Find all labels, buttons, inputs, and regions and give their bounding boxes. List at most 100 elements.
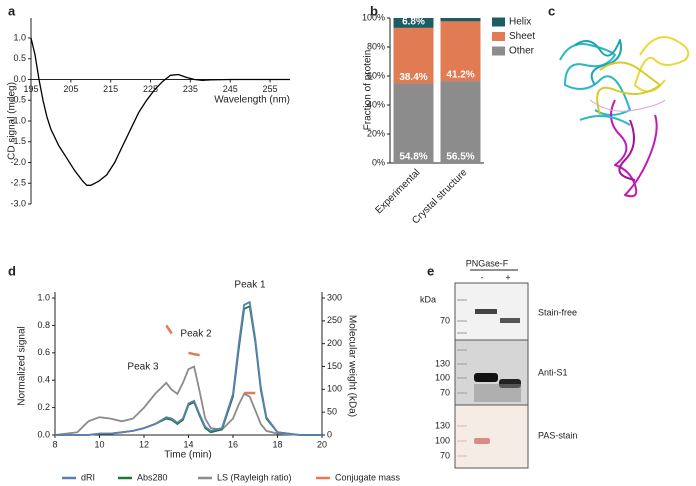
lane-label: - xyxy=(481,272,484,282)
value-label: 54.8% xyxy=(399,152,427,163)
y-tick-label: -1.0 xyxy=(10,115,26,125)
marker-label: 100 xyxy=(435,372,450,382)
band xyxy=(475,309,497,314)
gel-unit: kDa xyxy=(420,294,436,304)
x-tick-label: 20 xyxy=(317,439,327,449)
marker-label: 70 xyxy=(440,450,450,460)
y-tick-label: 60% xyxy=(367,70,385,80)
legend-label: Helix xyxy=(509,17,531,28)
y-tick-label: -2.0 xyxy=(10,157,26,167)
legend-label: dRI xyxy=(81,472,95,482)
bar-segment xyxy=(393,27,434,84)
y-tick-label: -0.5 xyxy=(10,95,26,105)
lane-label: + xyxy=(505,272,510,282)
x-tick-label: 215 xyxy=(103,84,118,94)
x-tick-label: 205 xyxy=(63,84,78,94)
x-axis-label: Wavelength (nm) xyxy=(214,95,290,106)
y-tick-label: 0.4 xyxy=(37,375,50,385)
x-tick-label: 12 xyxy=(139,439,149,449)
x-tick-label: 8 xyxy=(52,439,57,449)
x-tick-label: 255 xyxy=(263,84,278,94)
band xyxy=(500,318,520,323)
y-tick-label: 0.0 xyxy=(13,74,26,84)
legend-label: LS (Rayleigh ratio) xyxy=(217,472,292,482)
band xyxy=(474,373,498,382)
y-tick-label: 0.6 xyxy=(37,347,50,357)
blot-label: PAS-stain xyxy=(538,430,577,440)
x-tick-label: 245 xyxy=(223,84,238,94)
line xyxy=(165,324,256,395)
gel-enzyme: PNGase-F xyxy=(466,258,509,268)
legend-label: Conjugate mass xyxy=(335,472,401,482)
y-tick-label: 40% xyxy=(367,99,385,109)
legend-label: Sheet xyxy=(509,31,535,42)
y-tick-label: 0.2 xyxy=(37,402,50,412)
marker-label: 100 xyxy=(435,435,450,445)
value-label: 41.2% xyxy=(446,70,474,81)
y2-tick-label: 50 xyxy=(327,407,337,417)
marker-label: 130 xyxy=(435,420,450,430)
value-label: 38.4% xyxy=(399,72,427,83)
y2-tick-label: 0 xyxy=(327,429,332,439)
marker-label: 70 xyxy=(440,315,450,325)
y-tick-label: 80% xyxy=(367,41,385,51)
x-tick-label: 235 xyxy=(183,84,198,94)
annotation: Peak 2 xyxy=(180,329,212,340)
value-label: 56.5% xyxy=(446,152,474,163)
bar-segment xyxy=(393,83,434,163)
smear xyxy=(474,384,521,402)
x-tick-label: 10 xyxy=(94,439,104,449)
y-tick-label: 0.0 xyxy=(37,429,50,439)
protein-structure xyxy=(559,36,690,198)
line xyxy=(55,300,322,436)
bar-segment xyxy=(440,21,481,82)
bar-segment xyxy=(440,81,481,163)
blot xyxy=(454,404,529,469)
gel: PNGase-F - + kDa Stain-free Anti-S1 PAS-… xyxy=(420,258,577,469)
line xyxy=(54,365,322,436)
y-axis-label: Normalized signal xyxy=(17,326,28,405)
marker-label: 70 xyxy=(440,387,450,397)
y-tick-label: -2.5 xyxy=(10,178,26,188)
marker-label: 130 xyxy=(435,358,450,368)
panel-label: c xyxy=(548,3,555,18)
y-tick-label: -3.0 xyxy=(10,198,26,208)
line xyxy=(30,37,290,186)
x-tick-label: 16 xyxy=(228,439,238,449)
value-label: 2.3% xyxy=(449,10,472,21)
y-tick-label: 0.5 xyxy=(13,53,26,63)
x-tick-label: 195 xyxy=(23,84,38,94)
y-tick-label: 1.0 xyxy=(37,292,50,302)
x-tick-label: 18 xyxy=(272,439,282,449)
y-tick-label: 1.0 xyxy=(13,32,26,42)
panel-label: d xyxy=(8,263,16,278)
blot-label: Anti-S1 xyxy=(538,367,568,377)
x-tick-label: 14 xyxy=(183,439,193,449)
y2-tick-label: 100 xyxy=(327,384,342,394)
y2-axis-label: Molecular weight (kDa) xyxy=(346,315,357,417)
panel-label: e xyxy=(427,263,434,278)
x-tick-label: 225 xyxy=(143,84,158,94)
x-axis-label: Time (min) xyxy=(164,450,211,461)
band xyxy=(474,438,490,444)
y-tick-label: 100% xyxy=(362,12,385,22)
y2-tick-label: 250 xyxy=(327,315,342,325)
value-label: 6.8% xyxy=(402,17,425,28)
y-tick-label: -1.5 xyxy=(10,136,26,146)
legend-label: Other xyxy=(509,46,535,57)
y-tick-label: 20% xyxy=(367,128,385,138)
legend-label: Abs280 xyxy=(137,472,168,482)
bar-segment xyxy=(393,18,434,28)
y2-tick-label: 150 xyxy=(327,361,342,371)
bar-segment xyxy=(440,18,481,22)
panel-label: a xyxy=(8,3,16,18)
annotation: Peak 1 xyxy=(234,280,266,291)
y-tick-label: 0% xyxy=(372,157,385,167)
panel-label: b xyxy=(370,3,378,18)
legend-swatch xyxy=(492,32,505,41)
y-axis-label: Fraction of protein xyxy=(363,50,374,131)
annotation: Peak 3 xyxy=(127,362,159,373)
legend-swatch xyxy=(492,46,505,56)
y-axis-label: CD signal (mdeg) xyxy=(7,82,18,160)
